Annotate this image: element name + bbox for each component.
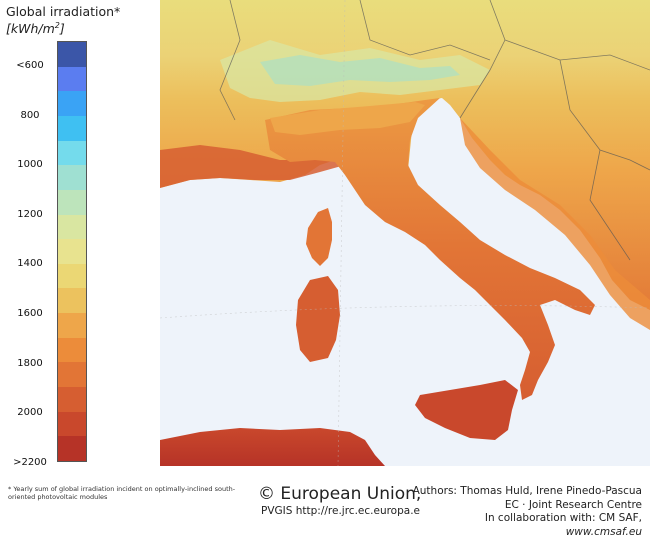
legend-unit-close: ] [59, 21, 65, 37]
legend-tick-label: <600 [16, 60, 44, 71]
legend-unit: [kWh/m2] [6, 19, 156, 36]
legend-tick-label: 800 [20, 109, 40, 121]
legend-tick-label: >2200 [13, 456, 47, 468]
authors: Authors: Thomas Huld, Irene Pinedo-Pascu… [412, 485, 642, 497]
legend-colorbar [57, 41, 87, 462]
legend-tick-label: 1800 [17, 357, 43, 369]
legend-swatch [58, 42, 86, 68]
legend-swatch [58, 165, 86, 191]
legend-title: Global irradiation* [kWh/m2] [6, 5, 156, 36]
legend-swatch [58, 436, 86, 462]
pvgis-url: PVGIS http://re.jrc.ec.europa.e [261, 505, 421, 517]
legend-swatch [58, 263, 86, 289]
po-valley [270, 102, 425, 135]
legend-swatch [58, 239, 86, 265]
credits: Authors: Thomas Huld, Irene Pinedo-Pascu… [412, 485, 642, 539]
legend-title-text: Global irradiation* [6, 4, 121, 19]
legend-swatch [58, 140, 86, 166]
collaboration: In collaboration with: CM SAF, www.cmsaf… [412, 512, 642, 539]
legend-swatch [58, 313, 86, 339]
legend-tick-label: 1600 [17, 308, 43, 319]
sardinia [296, 276, 340, 362]
legend-tick-label: 1000 [17, 159, 43, 171]
country-borders [219, 0, 650, 261]
graticule [160, 0, 650, 466]
legend-unit-sup: 2 [54, 21, 60, 30]
alps-highlands [260, 55, 460, 86]
legend-swatch [58, 337, 86, 363]
legend-swatch [58, 115, 86, 142]
footnote: * Yearly sum of global irradiation incid… [8, 485, 236, 501]
collab-site: www.cmsaf.eu [565, 525, 642, 538]
legend-swatch [58, 411, 86, 437]
institution: EC · Joint Research Centre [504, 498, 642, 511]
southern-france-coast [160, 145, 345, 188]
legend-swatch [58, 214, 86, 240]
legend-swatch [58, 91, 86, 117]
collab-prefix: In collaboration with: CM SAF, [484, 512, 642, 524]
legend-tick-label: 1200 [17, 208, 43, 220]
legend-tick-label: 2000 [17, 407, 43, 419]
irradiation-map [160, 0, 650, 466]
legend-swatch [58, 362, 86, 388]
sicily [415, 380, 518, 440]
italy-peninsula [265, 98, 595, 400]
legend-swatch [58, 189, 86, 216]
legend-tick-label: 1400 [17, 258, 43, 270]
legend-swatch [58, 66, 86, 92]
legend-unit-base: [kWh/m [6, 21, 55, 37]
copyright-notice: © European Union, [258, 484, 422, 504]
legend-swatch [58, 387, 86, 413]
corsica [306, 208, 332, 266]
north-africa [160, 428, 385, 466]
balkans-coast [460, 118, 650, 330]
legend-swatch [58, 288, 86, 314]
